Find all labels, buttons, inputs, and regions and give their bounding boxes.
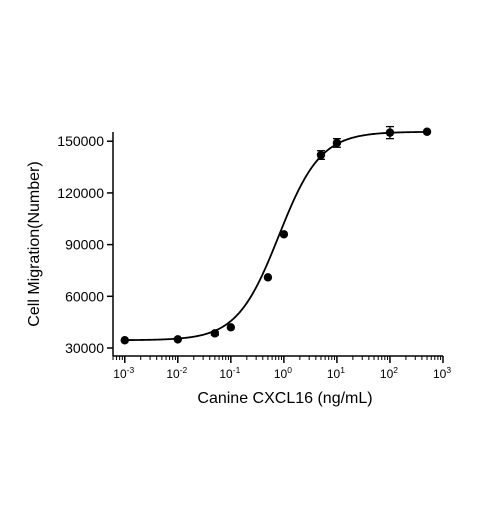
x-tick-exponent: 0: [287, 365, 292, 375]
x-tick-base: 10: [380, 367, 394, 381]
fit-curve: [124, 131, 428, 342]
data-point: [120, 336, 129, 345]
y-tick-label: 90000: [65, 237, 104, 253]
data-point: [422, 127, 432, 136]
x-tick-exponent: 2: [393, 365, 398, 375]
x-tick-label: 100: [274, 365, 292, 381]
x-tick-label: 103: [433, 365, 451, 381]
x-tick-exponent: -3: [127, 365, 135, 375]
y-tick-label: 120000: [57, 185, 104, 201]
data-point: [226, 323, 236, 332]
x-axis-title: Canine CXCL16 (ng/mL): [197, 390, 372, 407]
x-tick-exponent: 1: [340, 365, 345, 375]
y-tick-label: 30000: [65, 340, 104, 356]
x-tick-base: 10: [219, 367, 233, 381]
data-point: [263, 273, 273, 282]
x-tick-label: 102: [380, 365, 398, 381]
data-point: [279, 230, 289, 239]
data-points-layer: [120, 125, 432, 345]
x-tick-label: 10-1: [219, 365, 240, 381]
x-tick-label: 10-2: [166, 365, 187, 381]
x-tick-base: 10: [327, 367, 341, 381]
fit-curve-layer: [124, 131, 428, 342]
x-tick-exponent: -1: [233, 365, 241, 375]
x-tick-exponent: -2: [180, 365, 188, 375]
x-tick-base: 10: [113, 367, 127, 381]
data-point: [210, 329, 220, 338]
x-tick-exponent: 3: [446, 365, 451, 375]
data-point: [385, 128, 395, 137]
x-tick-base: 10: [433, 367, 447, 381]
x-tick-label: 10-3: [113, 365, 134, 381]
x-tick-base: 10: [166, 367, 180, 381]
y-axis-title: Cell Migration(Number): [26, 161, 43, 326]
y-tick-label: 60000: [65, 288, 104, 304]
x-tick-base: 10: [274, 367, 288, 381]
y-tick-label: 150000: [57, 133, 104, 149]
data-point: [316, 150, 326, 160]
x-tick-label: 101: [327, 365, 345, 381]
data-point: [332, 138, 342, 148]
data-point: [173, 335, 183, 344]
